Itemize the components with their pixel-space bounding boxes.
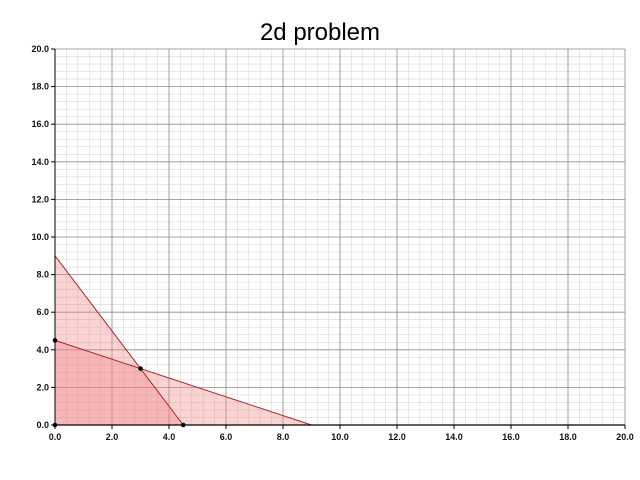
y-tick-label: 8.0 [36, 270, 49, 280]
x-tick-label: 14.0 [445, 432, 463, 442]
y-tick-label: 18.0 [31, 82, 49, 92]
x-tick-label: 0.0 [49, 432, 62, 442]
constraint-line-1 [54, 255, 184, 426]
x-tick-label: 10.0 [331, 432, 349, 442]
vertex-points [52, 338, 186, 428]
x-tick-label: 16.0 [502, 432, 520, 442]
vertex-point [52, 422, 58, 428]
x-tick-label: 12.0 [388, 432, 406, 442]
constraint-line-2 [54, 339, 312, 426]
y-tick-label: 0.0 [36, 420, 49, 430]
x-tick-label: 6.0 [220, 432, 233, 442]
constraint-lines [54, 255, 312, 426]
y-tick-label: 10.0 [31, 232, 49, 242]
x-tick-label: 2.0 [106, 432, 119, 442]
y-tick-label: 4.0 [36, 345, 49, 355]
y-tick-label: 16.0 [31, 119, 49, 129]
x-tick-label: 4.0 [163, 432, 176, 442]
x-tick-label: 18.0 [559, 432, 577, 442]
y-tick-label: 14.0 [31, 157, 49, 167]
x-tick-label: 20.0 [616, 432, 634, 442]
vertex-point [138, 366, 143, 371]
tick-labels: 0.0 2.0 4.0 6.0 8.0 10.0 12.0 14.0 16.0 18.0 20.0 0… [31, 44, 633, 442]
feasible-regions [55, 255, 312, 425]
x-tick-label: 8.0 [277, 432, 290, 442]
vertex-point [52, 338, 58, 343]
vertex-point [180, 422, 186, 428]
y-tick-label: 2.0 [36, 382, 49, 392]
y-tick-label: 6.0 [36, 307, 49, 317]
y-tick-label: 12.0 [31, 194, 49, 204]
chart-title: 2d problem [260, 19, 380, 46]
y-tick-label: 20.0 [31, 44, 49, 54]
